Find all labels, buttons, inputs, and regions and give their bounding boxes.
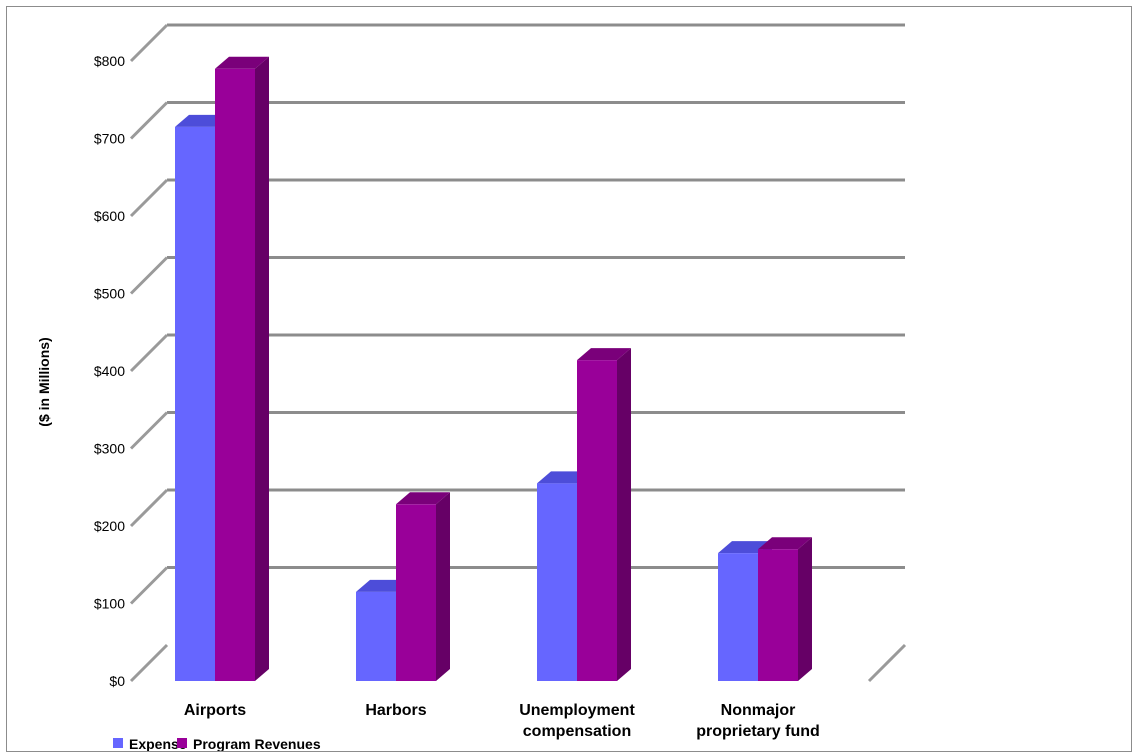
x-tick-label: Airports [184, 702, 246, 719]
bar-side [617, 348, 631, 681]
bar-program-revenues [396, 492, 450, 681]
gridline-depth [129, 411, 169, 450]
bar-top [215, 56, 269, 69]
bar-program-revenues [577, 348, 631, 681]
bar-top [396, 492, 450, 505]
gridline-depth [129, 566, 169, 605]
y-tick-label: $100 [94, 596, 125, 612]
legend-swatch [113, 738, 123, 748]
y-axis-ticks: $0 $100 $200 $300 $400 $500 $600 $700 $800 [94, 53, 125, 689]
gridline-depth [129, 643, 169, 683]
bar-front [718, 553, 758, 681]
bar-front [577, 360, 617, 681]
y-tick-label: $0 [109, 673, 125, 689]
gridlines [129, 23, 907, 683]
x-tick-label-line: Unemployment [519, 702, 635, 719]
bar-program-revenues [758, 537, 812, 681]
y-tick-label: $800 [94, 53, 125, 69]
category-labels: Airports Harbors Unemployment compensation N… [184, 702, 820, 740]
y-tick-label: $300 [94, 441, 125, 457]
bar-top [577, 348, 631, 361]
x-tick-label-line: proprietary fund [696, 723, 820, 740]
legend-swatch [177, 738, 187, 748]
y-tick-label: $500 [94, 286, 125, 302]
x-tick-label-line: compensation [523, 723, 631, 740]
bar-front [537, 483, 577, 681]
legend-item: Program Revenues [177, 736, 321, 752]
bar-front [215, 68, 255, 681]
floor-edge [867, 643, 907, 683]
gridline-depth [129, 101, 169, 140]
gridline-depth [129, 256, 169, 295]
bar-front [758, 549, 798, 681]
gridline-depth [129, 333, 169, 373]
y-tick-label: $600 [94, 208, 125, 224]
bar-side [798, 537, 812, 681]
x-tick-label: Unemployment compensation [519, 702, 635, 740]
x-tick-label-line: Airports [184, 702, 246, 719]
bar-side [255, 56, 269, 681]
gridline-depth [129, 178, 169, 218]
bar-front [396, 504, 436, 681]
legend-item: Expense [113, 736, 187, 752]
bars [175, 56, 812, 681]
y-tick-label: $400 [94, 363, 125, 379]
gridline-depth [129, 488, 169, 528]
y-tick-label: $700 [94, 131, 125, 147]
bar-chart: $0 $100 $200 $300 $400 $500 $600 $700 $800 Airpo… [36, 23, 907, 752]
chart-frame: $0 $100 $200 $300 $400 $500 $600 $700 $800 Airpo… [6, 6, 1132, 752]
x-tick-label-line: Nonmajor [721, 702, 796, 719]
bar-program-revenues [215, 56, 269, 681]
y-axis-label: ($ in Millions) [36, 337, 52, 426]
x-tick-label: Nonmajor proprietary fund [696, 702, 820, 740]
y-tick-label: $200 [94, 518, 125, 534]
x-tick-label-line: Harbors [365, 702, 426, 719]
legend-label: Program Revenues [193, 736, 321, 752]
legend: Expense Program Revenues [113, 736, 321, 752]
bar-front [356, 591, 396, 681]
bar-top [758, 537, 812, 550]
legend-label: Expense [129, 736, 187, 752]
x-tick-label: Harbors [365, 702, 426, 719]
bar-front [175, 126, 215, 681]
gridline-depth [129, 23, 169, 63]
bar-side [436, 492, 450, 681]
